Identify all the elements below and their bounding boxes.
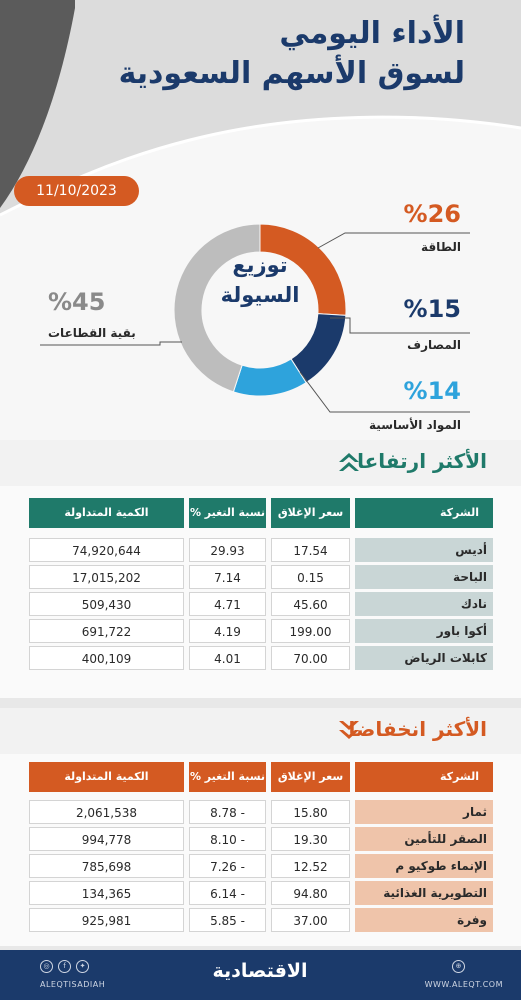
- losers-table-header: الكمية المتداولة نسبة التغير % سعر الإغل…: [29, 762, 493, 792]
- cell-close: 15.80: [271, 800, 350, 824]
- cell-volume: 400,109: [29, 646, 184, 670]
- losers-title: الأكثر انخفاضا: [348, 717, 487, 741]
- footer: ◎ f ✦ ALEQTISADIAH الاقتصادية ⊕ WWW.ALEQ…: [0, 950, 521, 1000]
- cell-change: 8.10 -: [189, 827, 266, 851]
- cell-company: أديس: [355, 538, 493, 562]
- cell-volume: 74,920,644: [29, 538, 184, 562]
- cell-company: ثمار: [355, 800, 493, 824]
- cell-company: الإنماء طوكيو م: [355, 854, 493, 878]
- date-badge: 11/10/2023: [14, 176, 139, 206]
- table-row: 17,015,202 7.14 0.15 الباحة: [29, 565, 493, 589]
- gainers-panel: الكمية المتداولة نسبة التغير % سعر الإغل…: [0, 486, 521, 698]
- cell-volume: 785,698: [29, 854, 184, 878]
- losers-section-header: الأكثر انخفاضا: [0, 708, 521, 754]
- cell-company: نادك: [355, 592, 493, 616]
- gainers-section-header: الأكثر ارتفاعا: [0, 440, 521, 486]
- social-handle[interactable]: ALEQTISADIAH: [40, 980, 106, 989]
- cell-volume: 925,981: [29, 908, 184, 932]
- cell-volume: 994,778: [29, 827, 184, 851]
- cell-change: 4.01: [189, 646, 266, 670]
- slice-label-others: بقية القطاعات: [48, 326, 136, 340]
- cell-change: 4.19: [189, 619, 266, 643]
- slice-value-energy: %26: [403, 200, 461, 228]
- table-row: 134,365 6.14 - 94.80 التطويرية الغذائية: [29, 881, 493, 905]
- table-row: 691,722 4.19 199.00 أكوا باور: [29, 619, 493, 643]
- cell-change: 5.85 -: [189, 908, 266, 932]
- table-row: 925,981 5.85 - 37.00 وفرة: [29, 908, 493, 932]
- brand-logo: الاقتصادية: [212, 960, 308, 982]
- cell-change: 7.26 -: [189, 854, 266, 878]
- cell-change: 6.14 -: [189, 881, 266, 905]
- donut-title-line1: توزيع: [232, 253, 288, 277]
- donut-title-line2: السيولة: [220, 283, 300, 307]
- cell-company: أكوا باور: [355, 619, 493, 643]
- slice-label-energy: الطاقة: [421, 240, 461, 254]
- cell-close: 70.00: [271, 646, 350, 670]
- cell-volume: 509,430: [29, 592, 184, 616]
- leader-line-banks: [330, 317, 470, 334]
- col-volume: الكمية المتداولة: [29, 762, 184, 792]
- cell-close: 45.60: [271, 592, 350, 616]
- hero-section: الأداء اليومي لسوق الأسهم السعودية 11/10…: [0, 0, 521, 440]
- table-row: 509,430 4.71 45.60 نادك: [29, 592, 493, 616]
- page-title-line2: لسوق الأسهم السعودية: [118, 56, 465, 91]
- cell-volume: 691,722: [29, 619, 184, 643]
- slice-value-banks: %15: [403, 295, 461, 323]
- donut-center-title: توزيع السيولة: [195, 250, 325, 350]
- cell-close: 0.15: [271, 565, 350, 589]
- cell-close: 12.52: [271, 854, 350, 878]
- col-company: الشركة: [355, 762, 493, 792]
- table-row: 400,109 4.01 70.00 كابلات الرياض: [29, 646, 493, 670]
- gainers-table-header: الكمية المتداولة نسبة التغير % سعر الإغل…: [29, 498, 493, 528]
- col-volume: الكمية المتداولة: [29, 498, 184, 528]
- cell-close: 94.80: [271, 881, 350, 905]
- globe-icon: ⊕: [452, 960, 465, 973]
- slice-value-materials: %14: [403, 377, 461, 405]
- col-change: نسبة التغير %: [189, 498, 266, 528]
- double-chevron-down-icon: [339, 721, 359, 739]
- leader-line-energy: [317, 232, 470, 249]
- table-row: 785,698 7.26 - 12.52 الإنماء طوكيو م: [29, 854, 493, 878]
- cell-change: 8.78 -: [189, 800, 266, 824]
- table-row: 994,778 8.10 - 19.30 الصقر للتأمين: [29, 827, 493, 851]
- gainers-title: الأكثر ارتفاعا: [357, 449, 487, 473]
- page-title-line1: الأداء اليومي: [279, 16, 465, 51]
- cell-volume: 2,061,538: [29, 800, 184, 824]
- table-row: 74,920,644 29.93 17.54 أديس: [29, 538, 493, 562]
- cell-company: كابلات الرياض: [355, 646, 493, 670]
- liquidity-donut-chart: [40, 223, 470, 413]
- cell-company: الصقر للتأمين: [355, 827, 493, 851]
- leader-line-materials: [299, 371, 470, 413]
- slice-value-others: %45: [48, 288, 106, 316]
- col-close: سعر الإغلاق: [271, 762, 350, 792]
- cell-volume: 134,365: [29, 881, 184, 905]
- slice-label-banks: المصارف: [407, 338, 461, 352]
- cell-close: 17.54: [271, 538, 350, 562]
- leader-line-others: [40, 341, 182, 346]
- cell-close: 37.00: [271, 908, 350, 932]
- slice-label-materials: المواد الأساسية: [369, 418, 461, 432]
- cell-close: 199.00: [271, 619, 350, 643]
- twitter-icon[interactable]: ✦: [76, 960, 89, 973]
- col-company: الشركة: [355, 498, 493, 528]
- table-row: 2,061,538 8.78 - 15.80 ثمار: [29, 800, 493, 824]
- cell-company: وفرة: [355, 908, 493, 932]
- cell-company: التطويرية الغذائية: [355, 881, 493, 905]
- col-close: سعر الإغلاق: [271, 498, 350, 528]
- website-link[interactable]: WWW.ALEQT.COM: [424, 980, 503, 989]
- double-chevron-up-icon: [339, 453, 359, 471]
- facebook-icon[interactable]: f: [58, 960, 71, 973]
- col-change: نسبة التغير %: [189, 762, 266, 792]
- losers-panel: الكمية المتداولة نسبة التغير % سعر الإغل…: [0, 754, 521, 946]
- donut-hole: [202, 252, 318, 368]
- cell-volume: 17,015,202: [29, 565, 184, 589]
- cell-change: 4.71: [189, 592, 266, 616]
- instagram-icon[interactable]: ◎: [40, 960, 53, 973]
- cell-close: 19.30: [271, 827, 350, 851]
- cell-change: 7.14: [189, 565, 266, 589]
- cell-change: 29.93: [189, 538, 266, 562]
- cell-company: الباحة: [355, 565, 493, 589]
